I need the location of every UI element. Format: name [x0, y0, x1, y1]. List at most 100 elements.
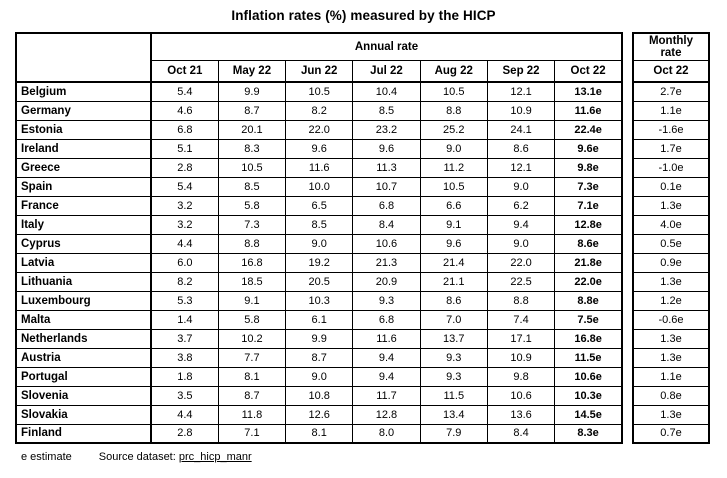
- annual-value-cell: 8.8: [486, 290, 556, 311]
- annual-value-cell: 12.8: [352, 404, 421, 425]
- monthly-row: 1.1e: [632, 366, 710, 387]
- annual-value-cell: 9.0: [285, 233, 354, 254]
- month-column-header: Jul 22: [352, 59, 421, 83]
- annual-value-cell: 10.2: [217, 328, 287, 349]
- table-row: Netherlands 3.7 10.2 9.9 11.6 13.7 17.1 16.8e: [15, 328, 623, 349]
- monthly-rate-table: Monthly rate Oct 22 2.7e 1.1e -1.6e 1.7e -1.0…: [632, 32, 710, 444]
- annual-value-cell: 6.8: [352, 309, 421, 330]
- monthly-row: 1.3e: [632, 404, 710, 425]
- annual-value-cell: 8.2: [150, 271, 219, 292]
- annual-value-cell: 11.5e: [554, 347, 623, 368]
- table-row: Malta 1.4 5.8 6.1 6.8 7.0 7.4 7.5e: [15, 309, 623, 330]
- annual-value-cell: 10.6: [352, 233, 421, 254]
- country-cell: Finland: [15, 423, 152, 444]
- month-column-header: May 22: [217, 59, 287, 83]
- country-cell: Slovakia: [15, 404, 152, 425]
- annual-value-cell: 6.1: [285, 309, 354, 330]
- annual-value-cell: 12.6: [285, 404, 354, 425]
- annual-value-cell: 10.4: [352, 81, 421, 102]
- annual-value-cell: 5.1: [150, 138, 219, 159]
- annual-value-cell: 8.2: [285, 100, 354, 121]
- annual-value-cell: 7.4: [486, 309, 556, 330]
- annual-value-cell: 8.3: [217, 138, 287, 159]
- annual-value-cell: 3.2: [150, 214, 219, 235]
- annual-value-cell: 25.2: [419, 119, 488, 140]
- monthly-row: 1.3e: [632, 271, 710, 292]
- country-cell: Netherlands: [15, 328, 152, 349]
- annual-value-cell: 7.5e: [554, 309, 623, 330]
- country-cell: Luxembourg: [15, 290, 152, 311]
- annual-value-cell: 16.8e: [554, 328, 623, 349]
- annual-value-cell: 10.8: [285, 385, 354, 406]
- annual-value-cell: 7.7: [217, 347, 287, 368]
- annual-value-cell: 16.8: [217, 252, 287, 273]
- footer: e estimate Source dataset: prc_hicp_manr: [21, 451, 727, 463]
- annual-value-cell: 8.7: [285, 347, 354, 368]
- annual-value-cell: 9.3: [419, 366, 488, 387]
- table-row: Slovakia 4.4 11.8 12.6 12.8 13.4 13.6 14.5e: [15, 404, 623, 425]
- table-row: Finland 2.8 7.1 8.1 8.0 7.9 8.4 8.3e: [15, 423, 623, 444]
- monthly-value-cell: -1.0e: [632, 157, 710, 178]
- annual-value-cell: 8.6e: [554, 233, 623, 254]
- annual-value-cell: 9.6: [352, 138, 421, 159]
- monthly-row: -1.6e: [632, 119, 710, 140]
- monthly-value-cell: -1.6e: [632, 119, 710, 140]
- annual-value-cell: 11.6: [352, 328, 421, 349]
- annual-value-cell: 5.8: [217, 309, 287, 330]
- annual-value-cell: 1.8: [150, 366, 219, 387]
- annual-value-cell: 8.1: [285, 423, 354, 444]
- annual-value-cell: 9.8e: [554, 157, 623, 178]
- table-row: Lithuania 8.2 18.5 20.5 20.9 21.1 22.5 22.0e: [15, 271, 623, 292]
- monthly-value-cell: 1.1e: [632, 100, 710, 121]
- table-row: Estonia 6.8 20.1 22.0 23.2 25.2 24.1 22.4e: [15, 119, 623, 140]
- monthly-value-cell: 0.1e: [632, 176, 710, 197]
- annual-value-cell: 6.5: [285, 195, 354, 216]
- country-cell: Austria: [15, 347, 152, 368]
- country-cell: Estonia: [15, 119, 152, 140]
- monthly-row: 1.3e: [632, 195, 710, 216]
- annual-value-cell: 9.0: [285, 366, 354, 387]
- annual-value-cell: 8.4: [352, 214, 421, 235]
- monthly-value-cell: 1.2e: [632, 290, 710, 311]
- annual-value-cell: 9.6e: [554, 138, 623, 159]
- annual-value-cell: 5.3: [150, 290, 219, 311]
- annual-value-cell: 8.0: [352, 423, 421, 444]
- source-dataset-link[interactable]: prc_hicp_manr: [178, 451, 252, 463]
- monthly-value-cell: 1.3e: [632, 195, 710, 216]
- country-cell: Latvia: [15, 252, 152, 273]
- monthly-row: 2.7e: [632, 81, 710, 102]
- annual-value-cell: 8.5: [352, 100, 421, 121]
- annual-value-cell: 2.8: [150, 157, 219, 178]
- table-row: Spain 5.4 8.5 10.0 10.7 10.5 9.0 7.3e: [15, 176, 623, 197]
- main-table-body: Belgium 5.4 9.9 10.5 10.4 10.5 12.1 13.1e German…: [15, 81, 623, 444]
- annual-value-cell: 5.8: [217, 195, 287, 216]
- month-column-header: Jun 22: [285, 59, 354, 83]
- annual-value-cell: 9.4: [352, 347, 421, 368]
- month-column-header: Sep 22: [486, 59, 556, 83]
- annual-value-cell: 21.3: [352, 252, 421, 273]
- corner-cell: [15, 32, 152, 83]
- annual-value-cell: 8.7: [217, 100, 287, 121]
- monthly-value-cell: 1.1e: [632, 366, 710, 387]
- annual-value-cell: 3.2: [150, 195, 219, 216]
- annual-value-cell: 5.4: [150, 81, 219, 102]
- annual-value-cell: 9.4: [486, 214, 556, 235]
- country-cell: Spain: [15, 176, 152, 197]
- monthly-value-cell: 1.3e: [632, 404, 710, 425]
- monthly-row: 0.1e: [632, 176, 710, 197]
- annual-value-cell: 10.6: [486, 385, 556, 406]
- annual-value-cell: 7.3: [217, 214, 287, 235]
- monthly-rate-header: Monthly rate: [632, 32, 710, 61]
- annual-value-cell: 13.6: [486, 404, 556, 425]
- annual-value-cell: 9.3: [419, 347, 488, 368]
- annual-value-cell: 1.4: [150, 309, 219, 330]
- annual-value-cell: 8.4: [486, 423, 556, 444]
- monthly-value-cell: 1.7e: [632, 138, 710, 159]
- annual-value-cell: 10.0: [285, 176, 354, 197]
- annual-value-cell: 10.9: [486, 347, 556, 368]
- annual-value-cell: 11.6: [285, 157, 354, 178]
- annual-value-cell: 9.0: [486, 176, 556, 197]
- monthly-row: 0.8e: [632, 385, 710, 406]
- estimate-note: e estimate: [21, 451, 72, 463]
- monthly-rate-line1: Monthly: [648, 34, 694, 47]
